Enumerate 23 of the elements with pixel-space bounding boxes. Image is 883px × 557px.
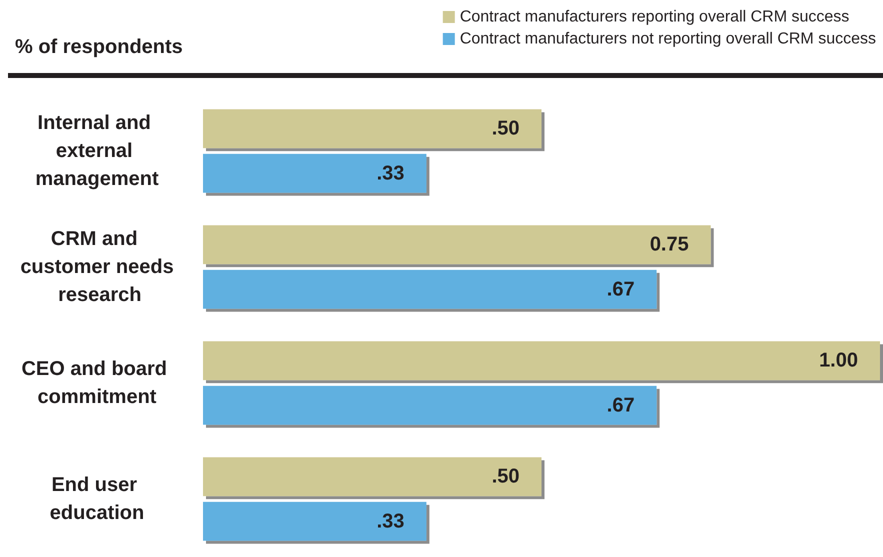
y-tick-label: CEO and board commitment <box>21 358 173 408</box>
chart-title: % of respondents <box>15 36 183 58</box>
bar <box>203 341 880 380</box>
bar <box>203 225 711 264</box>
bar <box>203 154 426 193</box>
data-label: .67 <box>606 278 635 300</box>
bar <box>203 270 657 309</box>
bar <box>203 457 542 496</box>
bar <box>203 386 657 425</box>
y-tick-label: End user education <box>50 474 144 524</box>
legend-label: Contract manufacturers not reporting overall CRM success <box>460 30 876 48</box>
data-label: .33 <box>376 162 404 184</box>
data-label: .50 <box>492 118 520 140</box>
data-label: .67 <box>606 394 635 416</box>
data-label: .33 <box>376 510 404 532</box>
legend-label: Contract manufacturers reporting overall CRM success <box>460 8 850 26</box>
data-label: 1.00 <box>819 350 858 372</box>
bar <box>203 109 542 148</box>
bar <box>203 502 426 541</box>
y-tick-label: CRM and customer needs research <box>20 228 174 306</box>
data-label: 0.75 <box>650 234 689 256</box>
y-tick-label: Internal and external management <box>35 112 160 190</box>
data-label: .50 <box>492 466 520 488</box>
